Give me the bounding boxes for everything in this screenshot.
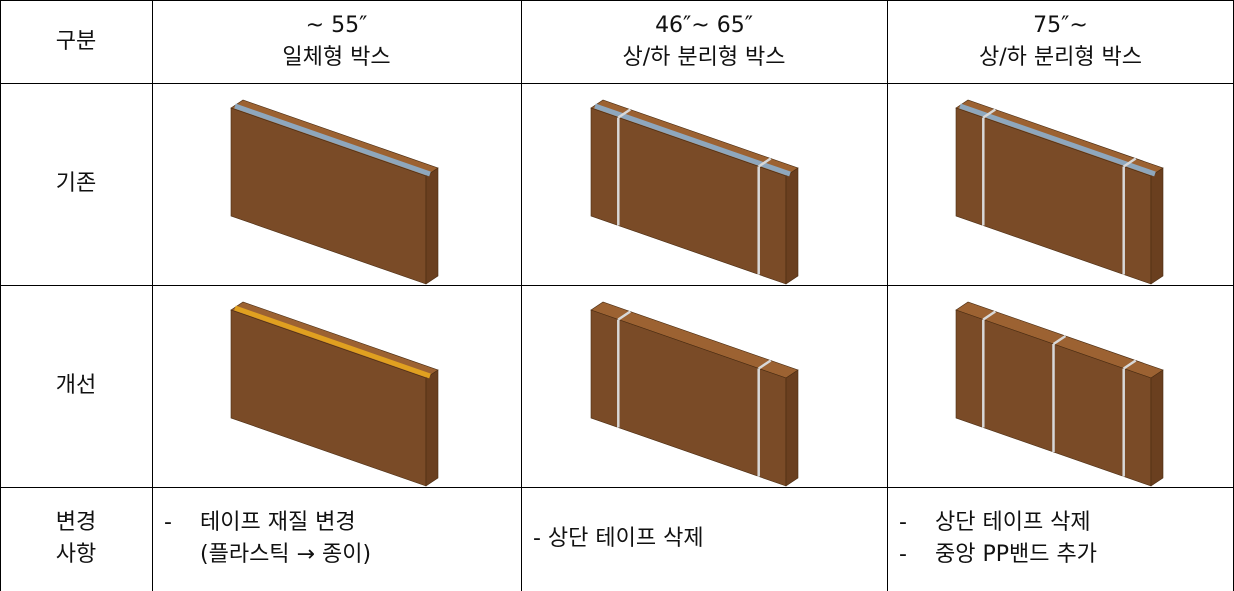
table-cell: 개선 [0,285,152,487]
row-label: 개선 [55,373,97,398]
note-line: (플라스틱 → 종이) [164,539,371,571]
note-line: - 상단 테이프 삭제 [899,507,1091,539]
row-border [0,83,1234,84]
column-border [152,0,153,591]
box-illustration [590,301,799,487]
header-text: 75″~ [1033,12,1088,38]
bullet: - [164,510,172,535]
table-cell: 75″~ 상/하 분리형 박스 [887,0,1234,83]
header-text: ~ 55″ [305,12,368,38]
table-cell: 구분 [0,0,152,83]
table-cell: 46″~ 65″ 상/하 분리형 박스 [521,0,887,83]
note-line: - 중앙 PP밴드 추가 [899,539,1097,571]
bullet: - [899,510,907,535]
note-line: - 상단 테이프 삭제 [533,523,704,555]
note-text: (플라스틱 → 종이) [200,542,372,567]
box-illustration [955,301,1164,487]
bullet: - [899,542,907,567]
column-border [887,0,888,591]
row-border [0,285,1234,286]
header-text: 46″~ 65″ [655,12,753,38]
header-text: 상/하 분리형 박스 [622,44,786,70]
note-text: 상단 테이프 삭제 [935,510,1091,535]
box-illustration [590,99,799,285]
note-line: - 테이프 재질 변경 [164,507,356,539]
note-text: 중앙 PP밴드 추가 [935,542,1097,567]
note-text: 테이프 재질 변경 [200,510,356,535]
row-border [0,0,1234,1]
row-label: 사항 [55,542,97,567]
table-cell: - 테이프 재질 변경 (플라스틱 → 종이) [152,487,521,591]
box-illustration [230,301,439,487]
row-label: 기존 [55,171,97,196]
note-text: - 상단 테이프 삭제 [533,526,704,551]
column-border [521,0,522,591]
column-border [0,0,1,591]
table-cell: 기존 [0,83,152,285]
table-cell: ~ 55″ 일체형 박스 [152,0,521,83]
table-cell: - 상단 테이프 삭제 [521,487,887,591]
header-text: 일체형 박스 [282,44,391,70]
row-label: 변경 [55,510,97,535]
table-cell: - 상단 테이프 삭제 - 중앙 PP밴드 추가 [887,487,1234,591]
header-text: 상/하 분리형 박스 [978,44,1143,70]
row-border [0,487,1234,488]
header-text: 구분 [55,28,97,54]
box-illustration [955,99,1164,285]
box-illustration [230,99,439,285]
